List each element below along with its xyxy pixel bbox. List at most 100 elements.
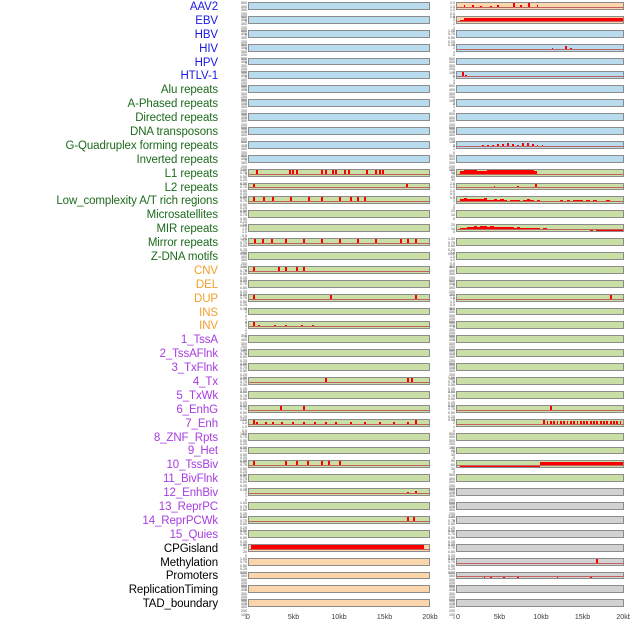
bar xyxy=(486,17,491,22)
track-row: INV 4 3 2 1 0 500 400 300 200 100 0 xyxy=(0,319,630,342)
track-row: 11_BivFlnk 1.00 0.75 0.50 0.25 0.00 500 400 300 2… xyxy=(0,472,630,495)
bar-layer xyxy=(249,405,429,411)
y-tick-label: 400 xyxy=(449,87,455,92)
track-panel-right xyxy=(456,293,624,302)
y-tick-label: 0.00 xyxy=(240,459,247,464)
bar xyxy=(460,198,464,203)
track-label: AAV2 xyxy=(189,0,218,13)
bar xyxy=(470,17,474,22)
bar xyxy=(295,169,298,175)
y-tick-label: 400 xyxy=(449,504,455,509)
track-panel-right xyxy=(456,113,624,122)
y-tick-label: 0 xyxy=(453,296,455,301)
baseline xyxy=(457,229,623,231)
y-tick-label: 0 xyxy=(453,102,455,107)
y-tick-label: 0.00 xyxy=(240,307,247,312)
y-tick-label: 200 xyxy=(241,95,247,100)
y-tick-list: 1.00 0.75 0.50 0.25 0.00 xyxy=(430,543,455,561)
y-tick-label: 0.50 xyxy=(240,188,247,193)
y-tick-label: 1.00 xyxy=(240,181,247,186)
track-panel-right xyxy=(456,210,624,219)
bar xyxy=(520,17,524,22)
y-tick-list: 1.00 0.75 0.50 0.25 0.00 xyxy=(222,279,247,297)
y-tick-label: 200 xyxy=(241,136,247,141)
y-tick-label: 200 xyxy=(449,345,455,350)
y-tick-label: 0 xyxy=(453,143,455,148)
y-tick-label: 0.25 xyxy=(448,553,455,558)
track-label-cell: 11_BivFlnk xyxy=(0,472,222,486)
track-label: Z-DNA motifs xyxy=(150,250,218,263)
bar xyxy=(321,461,323,467)
bar xyxy=(476,226,481,231)
y-tick-list: 500 400 300 200 100 0 xyxy=(222,113,247,134)
baseline xyxy=(249,326,429,328)
bar xyxy=(335,169,338,175)
track-panel-left xyxy=(248,238,430,247)
y-tick-label: 100 xyxy=(241,15,247,20)
y-tick-label: 300 xyxy=(241,105,247,110)
y-tick-label: 300 xyxy=(241,119,247,124)
y-tick-list: 500 400 300 200 100 0 xyxy=(430,154,455,175)
y-tick-label: 400 xyxy=(241,115,247,120)
track-label: Directed repeats xyxy=(135,112,218,125)
y-tick-label: 300 xyxy=(241,258,247,263)
bar xyxy=(261,239,264,245)
y-axis-right: 500 400 300 200 100 0 xyxy=(430,56,456,78)
y-tick-label: 1.00 xyxy=(240,459,247,464)
track-panel-left xyxy=(248,140,430,149)
track-panel-right xyxy=(456,515,624,524)
bar xyxy=(530,227,534,231)
y-tick-label: 1 xyxy=(453,49,455,54)
track-row: 15_Quies 1.00 0.75 0.50 0.25 0.00 1.00 0.75 0.50… xyxy=(0,528,630,547)
y-tick-label: 300 xyxy=(241,8,247,13)
track-panel-right xyxy=(456,446,624,455)
y-tick-label: 500 xyxy=(449,320,455,325)
bar xyxy=(613,17,617,22)
bar-layer xyxy=(249,3,429,8)
y-tick-label: 300 xyxy=(241,133,247,138)
bar-layer xyxy=(249,350,429,355)
y-tick-label: 100 xyxy=(449,598,455,603)
bar xyxy=(536,144,539,147)
bar xyxy=(470,170,474,175)
track-label: Low_complexity A/T rich regions xyxy=(56,195,218,208)
baseline xyxy=(457,576,623,578)
baseline xyxy=(457,298,623,300)
track-panel-right xyxy=(456,349,624,358)
y-tick-label: 100 xyxy=(449,487,455,492)
bar-layer xyxy=(457,267,623,272)
track-label-cell: 7_Enh xyxy=(0,417,222,431)
y-tick-label: 10 xyxy=(451,212,455,217)
y-tick-label: 200 xyxy=(241,81,247,86)
track-panel-left xyxy=(248,29,430,38)
track-panel-right xyxy=(456,557,624,566)
bar xyxy=(294,544,298,550)
y-tick-label: 40 xyxy=(243,546,247,551)
y-tick-label: 0.50 xyxy=(448,549,455,554)
bar xyxy=(490,226,494,231)
y-axis-right: 1.00 0.75 0.50 0.25 0.00 xyxy=(430,528,456,547)
bar xyxy=(463,17,468,22)
bar xyxy=(407,239,410,245)
y-tick-label: 400 xyxy=(241,101,247,106)
track-label: HBV xyxy=(194,28,218,41)
track-label-cell: DUP xyxy=(0,292,222,306)
baseline xyxy=(457,465,623,467)
y-tick-label: 2.0 xyxy=(450,181,455,186)
y-tick-list: 1.00 0.75 0.50 0.25 0.00 xyxy=(222,238,247,256)
track-row: INS 4 3 2 1 0 500 400 300 200 100 0 xyxy=(0,306,630,328)
y-tick-label: 0.25 xyxy=(448,567,455,572)
y-tick-label: 0.0 xyxy=(242,432,247,437)
y-tick-label: 1.00 xyxy=(240,445,247,450)
bar xyxy=(493,226,497,231)
y-tick-label: 3 xyxy=(245,487,247,492)
y-tick-label: 0.50 xyxy=(240,216,247,221)
y-tick-label: 300 xyxy=(241,591,247,596)
bar xyxy=(409,544,413,550)
y-axis-left: 1.00 0.75 0.50 0.25 0.00 xyxy=(222,528,248,547)
y-tick-label: 0.50 xyxy=(448,35,455,40)
bar xyxy=(268,545,273,550)
